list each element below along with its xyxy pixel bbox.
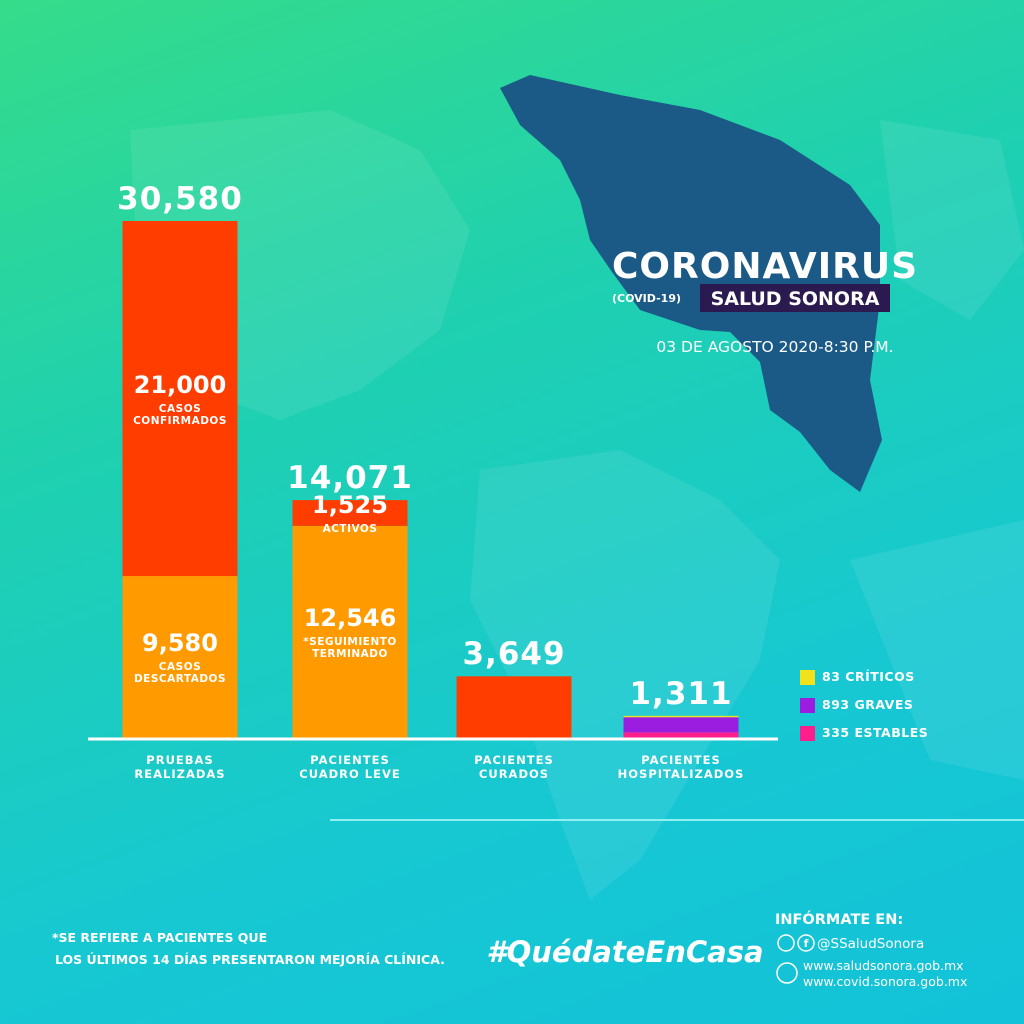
bar-segment xyxy=(623,715,739,718)
org: SALUD SONORA xyxy=(711,288,880,310)
legend-value: 83 xyxy=(822,669,841,684)
segment-label: 9,580 CASOS DESCARTADOS xyxy=(123,629,238,685)
world-map xyxy=(130,110,1024,900)
segment-caption: CASOS DESCARTADOS xyxy=(133,661,227,686)
legend-swatch xyxy=(800,698,815,713)
info-title: INFÓRMATE EN: xyxy=(775,910,903,928)
category-label: PACIENTES CURADOS xyxy=(474,753,554,781)
twitter-icon[interactable] xyxy=(777,934,795,952)
legend-entry: 83 CRÍTICOS xyxy=(822,669,915,684)
segment-value: 12,546 xyxy=(303,603,397,632)
globe-icon xyxy=(776,962,798,984)
legend-swatch xyxy=(800,670,815,685)
title: CORONAVIRUS xyxy=(612,246,918,287)
org-box xyxy=(700,284,890,312)
segment-caption: *SEGUIMIENTO TERMINADO xyxy=(303,635,397,660)
legend-name: CRÍTICOS xyxy=(845,669,915,684)
bar-segment xyxy=(456,676,572,738)
total-label: 14,071 xyxy=(287,460,413,497)
footnote-line: LOS ÚLTIMOS 14 DÍAS PRESENTARON MEJORÍA … xyxy=(55,952,445,967)
hashtag: #QuédateEnCasa xyxy=(486,935,763,969)
site[interactable]: www.saludsonora.gob.mx xyxy=(803,958,964,973)
total-label: 1,311 xyxy=(629,675,733,712)
bar-segment xyxy=(122,576,238,738)
segment-caption: ACTIVOS xyxy=(322,523,378,535)
segment-caption: CASOS CONFIRMADOS xyxy=(133,402,227,427)
site[interactable]: www.covid.sonora.gob.mx xyxy=(803,974,967,989)
category-label: PACIENTES HOSPITALIZADOS xyxy=(617,753,745,781)
bar-segment xyxy=(122,221,238,577)
bar-segment xyxy=(292,525,408,738)
legend-name: ESTABLES xyxy=(854,725,929,740)
legend-value: 893 xyxy=(822,697,850,712)
sonora-map xyxy=(500,75,882,492)
segment-value: 1,525 xyxy=(312,491,388,519)
total-label: 30,580 xyxy=(117,181,243,217)
tag: (COVID-19) xyxy=(612,292,681,305)
facebook-icon[interactable] xyxy=(797,934,815,952)
bars xyxy=(122,221,739,738)
segment-value: 9,580 xyxy=(142,629,218,658)
segment-value: 21,000 xyxy=(133,370,227,399)
bar-segment xyxy=(292,500,408,526)
legend-value: 335 xyxy=(822,725,850,740)
social[interactable]: @SSaludSonora xyxy=(817,936,924,952)
segment-label: 1,525 ACTIVOS xyxy=(293,491,408,535)
legend-swatch xyxy=(800,726,815,741)
category-label: PRUEBAS REALIZADAS xyxy=(134,753,226,781)
footnote-line: *SE REFIERE A PACIENTES QUE xyxy=(52,930,267,945)
bar-segment xyxy=(623,732,739,738)
segment-label: 21,000 CASOS CONFIRMADOS xyxy=(123,371,238,427)
legend-entry: 893 GRAVES xyxy=(822,697,913,712)
segment-label: 12,546 *SEGUIMIENTO TERMINADO xyxy=(293,604,408,660)
total-label: 3,649 xyxy=(462,636,566,673)
date: 03 DE AGOSTO 2020-8:30 P.M. xyxy=(656,338,893,356)
legend-name: GRAVES xyxy=(854,697,914,712)
bar-segment xyxy=(623,717,739,733)
facebook-glyph: f xyxy=(804,937,809,950)
category-label: PACIENTES CUADRO LEVE xyxy=(299,753,401,781)
legend-entry: 335 ESTABLES xyxy=(822,725,928,740)
